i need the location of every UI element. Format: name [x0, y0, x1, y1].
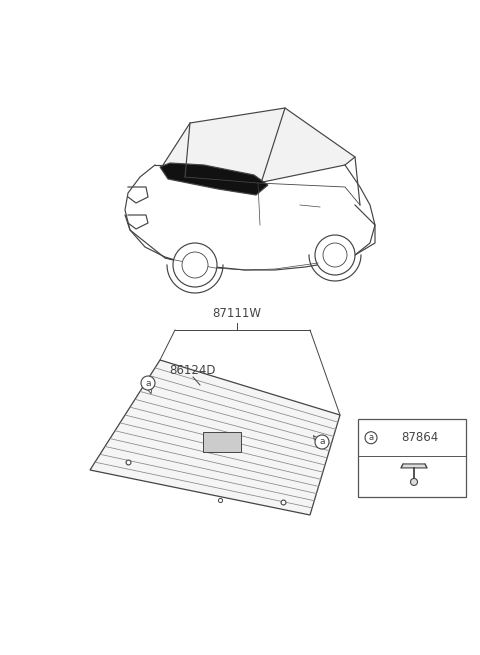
Circle shape [315, 235, 355, 275]
Polygon shape [90, 360, 340, 515]
Polygon shape [401, 464, 427, 468]
Circle shape [365, 432, 377, 443]
Text: 86124D: 86124D [170, 364, 216, 377]
Circle shape [323, 243, 347, 267]
Circle shape [315, 435, 329, 449]
Circle shape [410, 478, 418, 485]
Text: a: a [145, 379, 151, 388]
Polygon shape [160, 163, 268, 195]
Polygon shape [163, 108, 355, 183]
Text: a: a [369, 433, 373, 442]
Circle shape [141, 376, 155, 390]
Circle shape [173, 243, 217, 287]
Text: 87111W: 87111W [213, 307, 262, 320]
Text: a: a [319, 438, 325, 447]
Bar [358, 419, 466, 497]
Bar [203, 432, 241, 452]
Text: 87864: 87864 [401, 431, 438, 444]
Circle shape [182, 252, 208, 278]
